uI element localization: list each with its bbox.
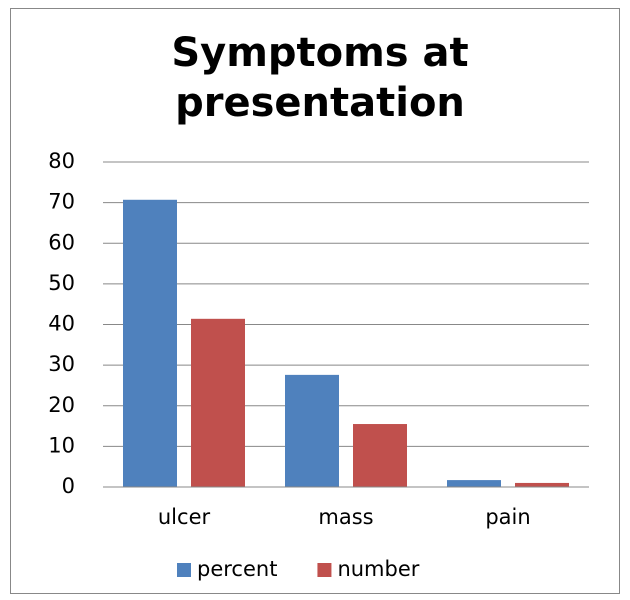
legend-label: number — [337, 557, 419, 581]
bar — [353, 424, 407, 487]
y-tick-label: 80 — [48, 149, 75, 173]
bar — [515, 482, 569, 487]
chart-title: Symptoms at presentation — [171, 30, 469, 126]
x-tick-label: ulcer — [158, 505, 211, 529]
legend-label: percent — [197, 557, 277, 581]
bar — [447, 480, 501, 487]
bar — [123, 199, 177, 487]
y-tick-label: 40 — [48, 312, 75, 336]
y-tick-label: 0 — [62, 474, 75, 498]
x-tick-label: mass — [318, 505, 373, 529]
y-tick-label: 70 — [48, 190, 75, 214]
legend-swatch — [177, 563, 191, 577]
y-tick-label: 50 — [48, 271, 75, 295]
x-tick-label: pain — [485, 505, 530, 529]
legend-swatch — [317, 563, 332, 577]
y-tick-label: 20 — [48, 393, 75, 417]
bar — [285, 374, 339, 487]
y-tick-label: 60 — [48, 230, 75, 254]
y-tick-label: 30 — [48, 352, 75, 376]
chart-frame — [10, 8, 620, 594]
bar — [191, 318, 245, 487]
y-tick-label: 10 — [48, 433, 75, 457]
